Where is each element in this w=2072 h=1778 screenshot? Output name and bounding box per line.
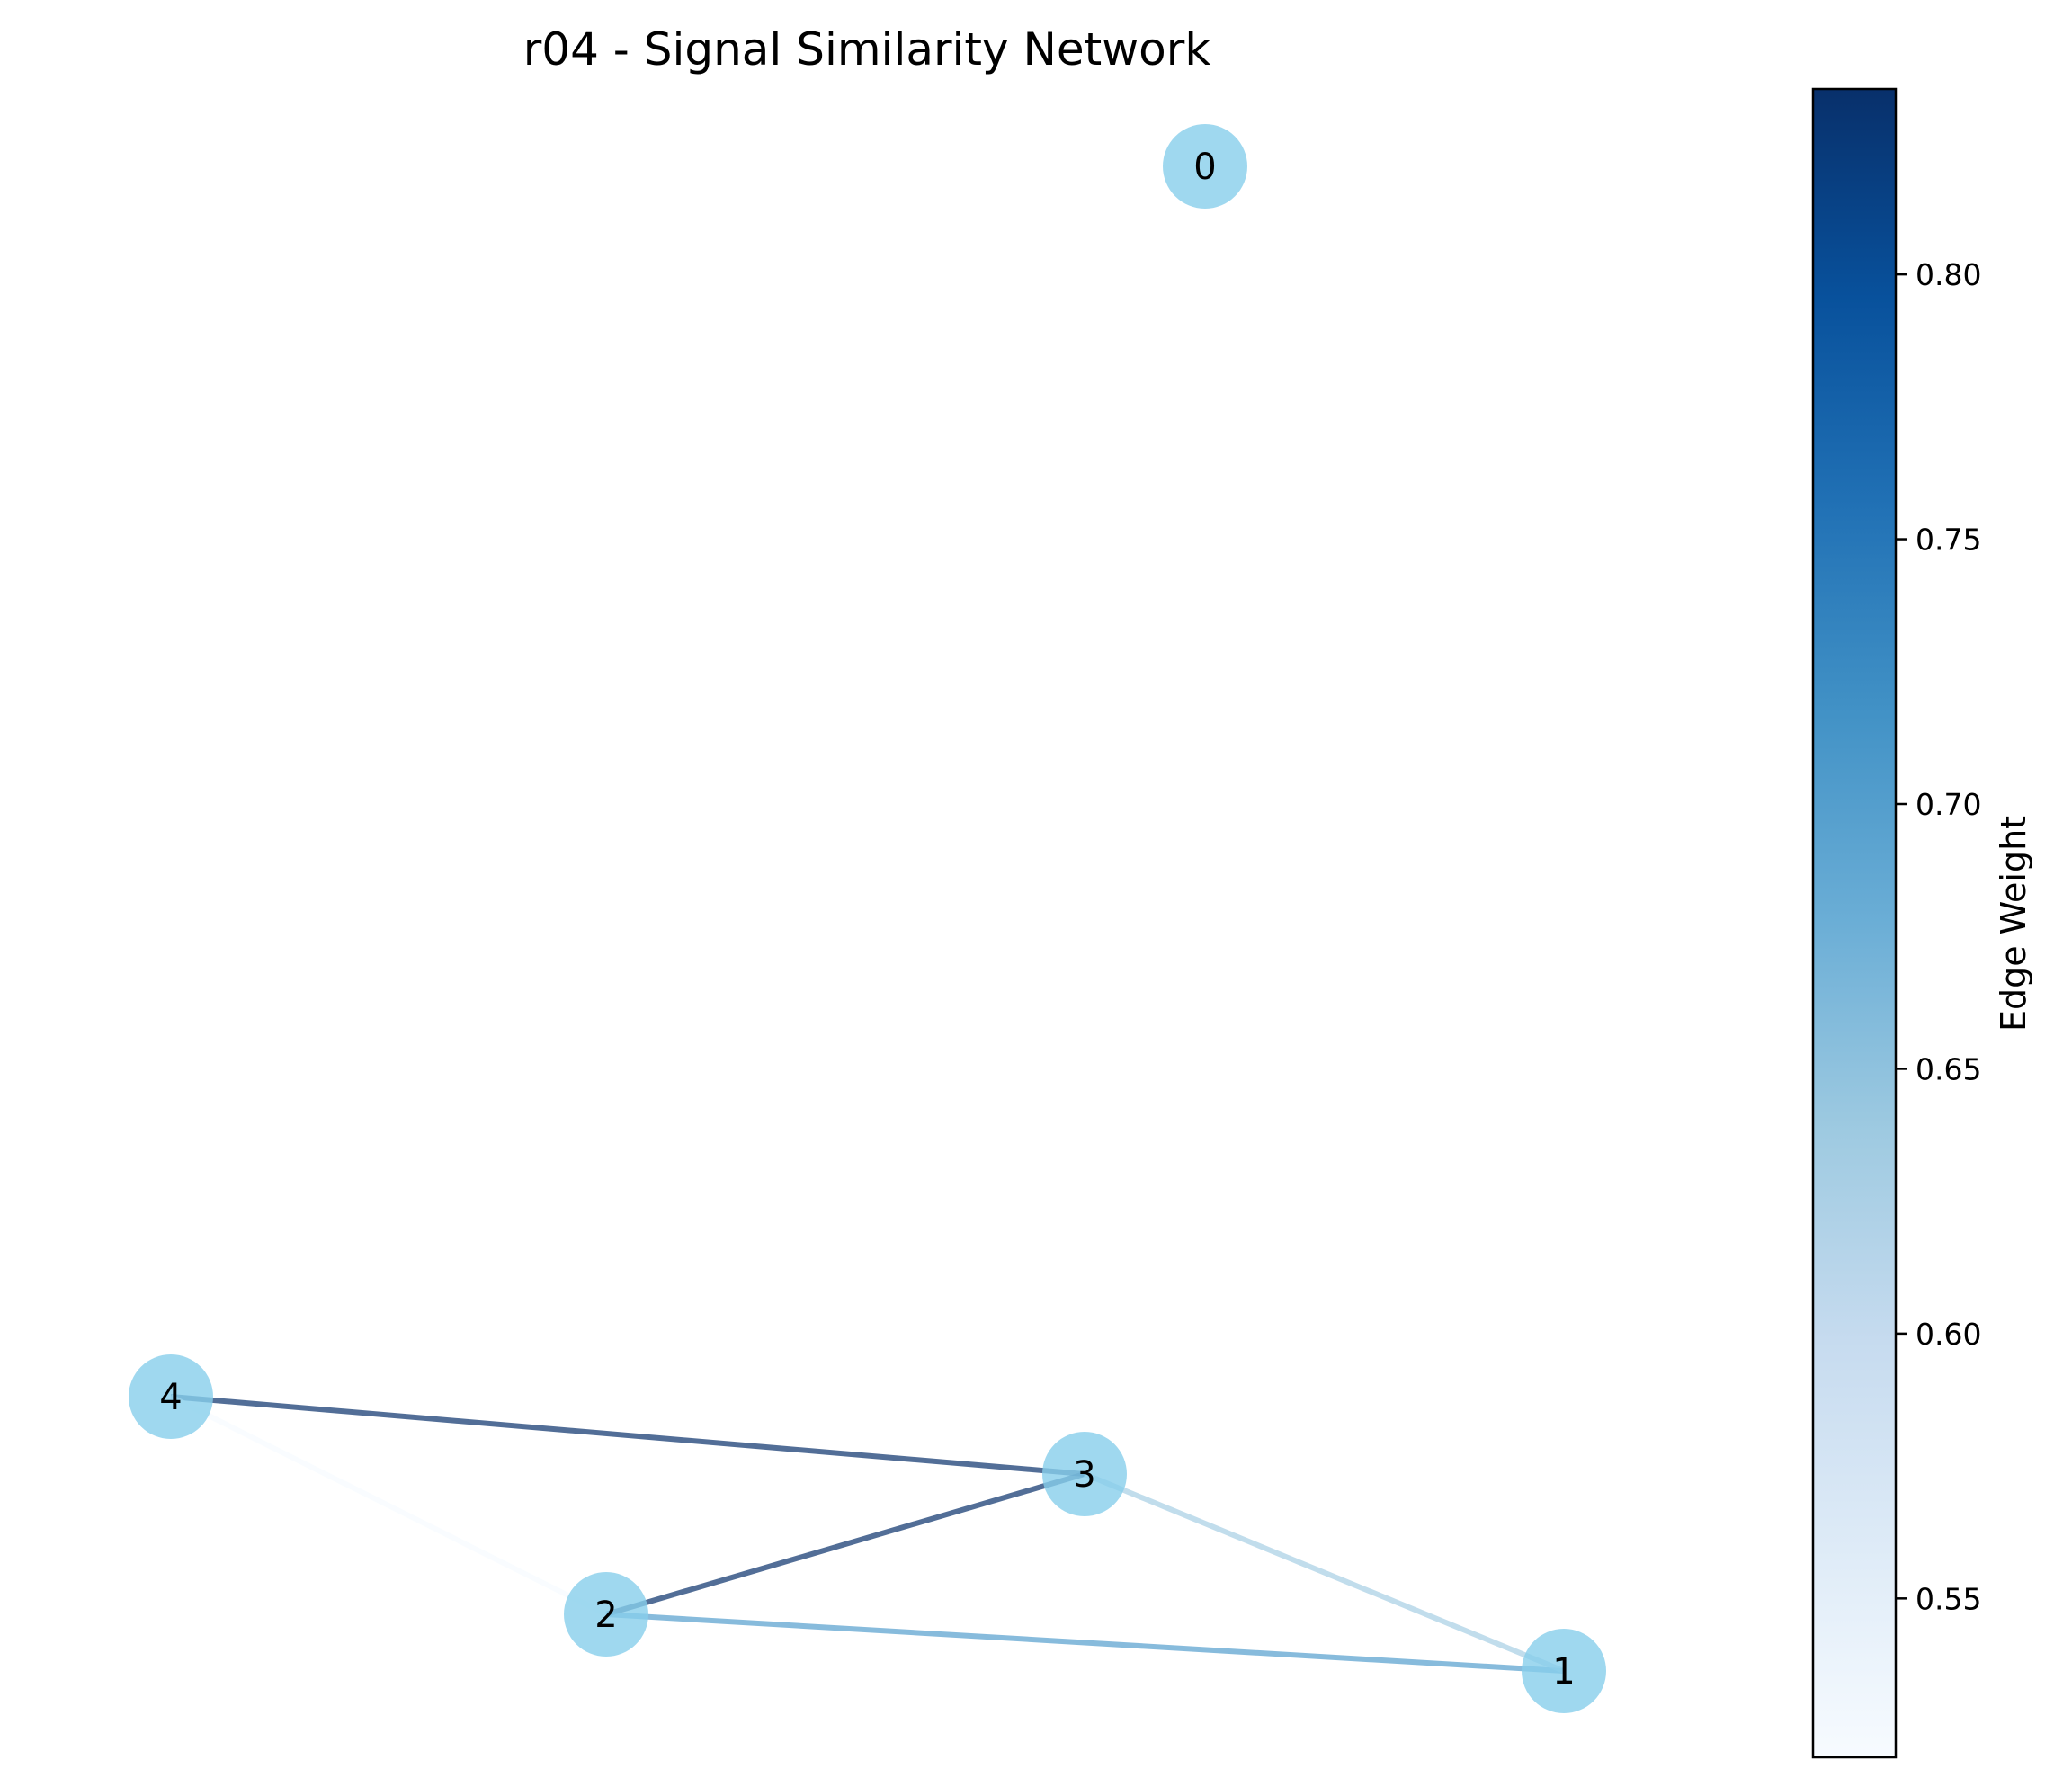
- colorbar-tick-label-0.80: 0.80: [1916, 257, 1981, 292]
- edge-4-3: [170, 1394, 1085, 1477]
- node-label-2: 2: [594, 1595, 617, 1636]
- edge-4-2: [169, 1394, 608, 1617]
- colorbar-gradient: [1811, 87, 1898, 1759]
- chart-title: r04 - Signal Similarity Network: [523, 23, 1211, 76]
- colorbar-tick-label-0.55: 0.55: [1916, 1581, 1981, 1616]
- colorbar-ticks: 0.55 0.60 0.65 0.70 0.75 0.80: [1896, 257, 1981, 1616]
- node-label-1: 1: [1552, 1651, 1575, 1693]
- node-label-4: 4: [159, 1377, 182, 1418]
- edge-2-1: [605, 1612, 1565, 1674]
- node-label-3: 3: [1073, 1454, 1095, 1496]
- node-2: [564, 1572, 648, 1657]
- node-label-0: 0: [1193, 147, 1216, 188]
- node-0: [1163, 124, 1247, 209]
- colorbar-tick-label-0.70: 0.70: [1916, 787, 1981, 822]
- colorbar: 0.55 0.60 0.65 0.70 0.75 0.80 Edge Weight: [1811, 87, 2033, 1759]
- colorbar-tick-label-0.75: 0.75: [1916, 523, 1981, 558]
- edge-3-1: [1083, 1471, 1566, 1674]
- node-3: [1042, 1432, 1127, 1516]
- node-1: [1522, 1629, 1606, 1713]
- colorbar-tick-label-0.60: 0.60: [1916, 1317, 1981, 1352]
- nodes-layer: 0 1 2 3 4: [129, 124, 1606, 1713]
- colorbar-label: Edge Weight: [1994, 816, 2033, 1032]
- colorbar-tick-label-0.65: 0.65: [1916, 1051, 1981, 1086]
- edge-2-3: [605, 1471, 1085, 1617]
- edges-layer: [169, 1394, 1566, 1674]
- node-4: [129, 1354, 213, 1439]
